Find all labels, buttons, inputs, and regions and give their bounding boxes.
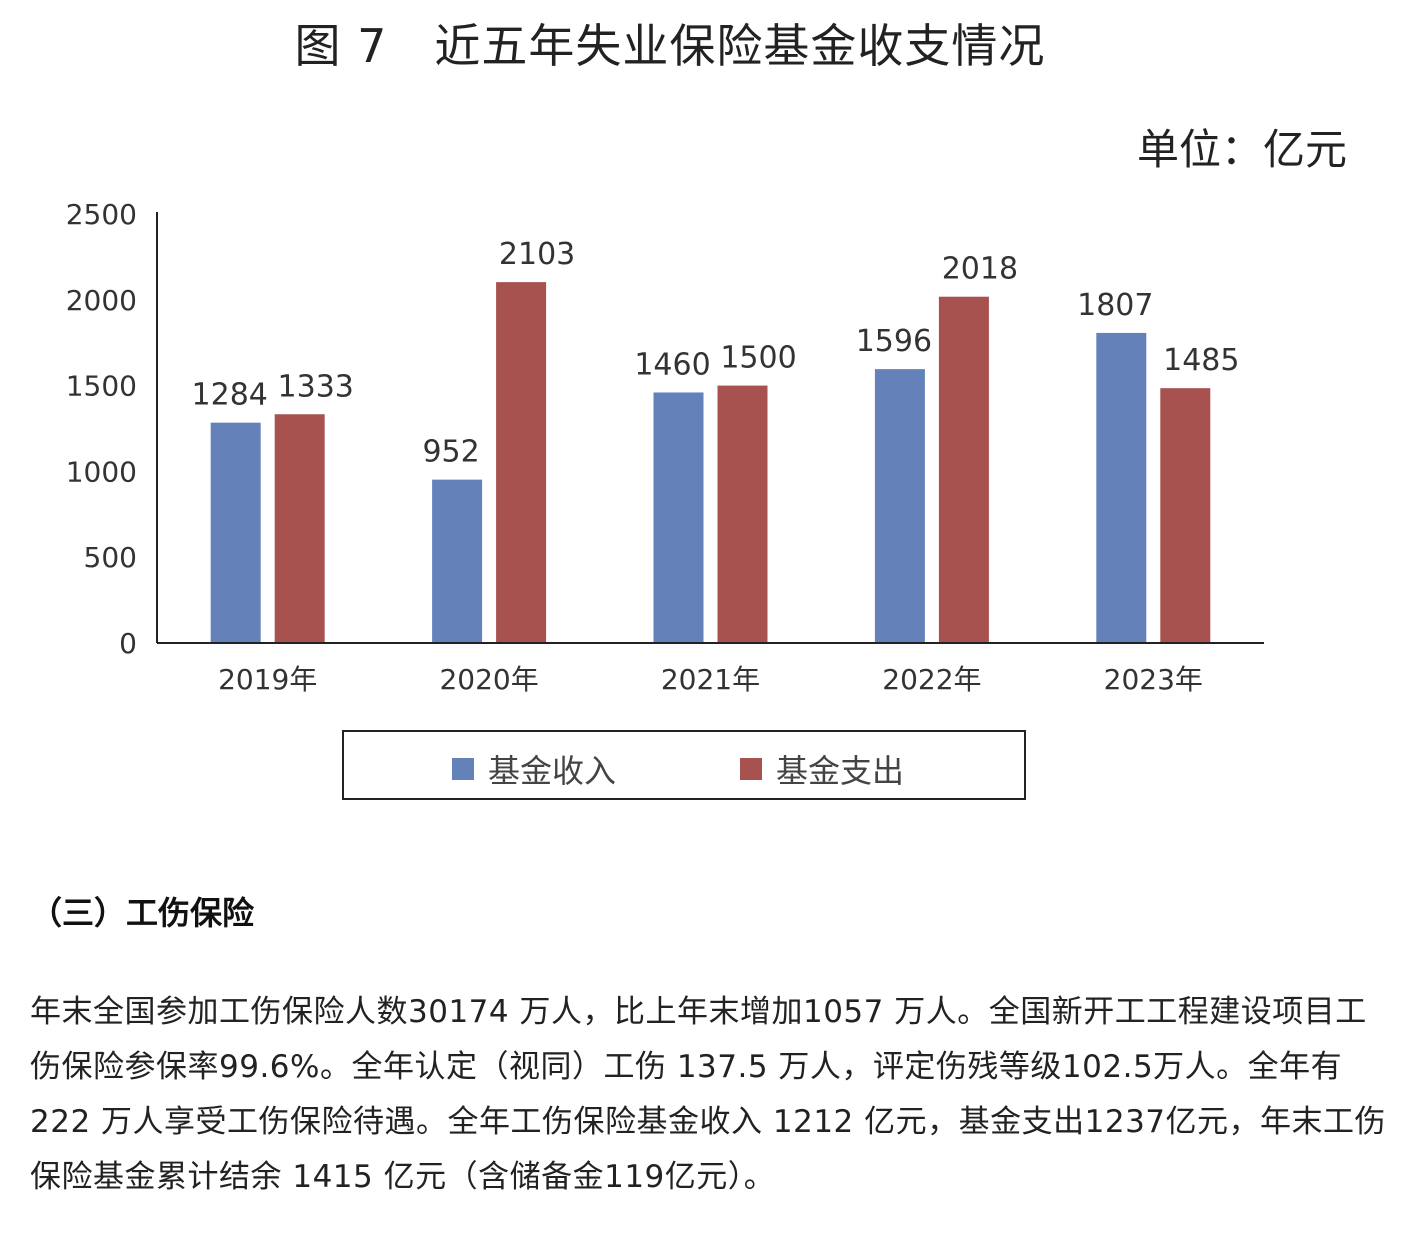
y-tick-label: 500 [84, 541, 137, 574]
bar-income [210, 422, 261, 643]
bar-labels: 1284 1333 952 2103 1460 1500 1596 2018 1807 1485 [192, 237, 1240, 470]
bar-value-label: 1596 [856, 324, 932, 359]
x-tick-label: 2019年 [218, 663, 317, 696]
y-tick-label: 0 [119, 627, 137, 660]
section-heading: （三）工伤保险 [30, 894, 255, 932]
bar-value-label: 1333 [278, 369, 354, 404]
bar-value-label: 1500 [720, 341, 796, 376]
bar-value-label: 1460 [634, 347, 710, 382]
bar-income [653, 392, 704, 643]
legend-swatch-income [452, 758, 474, 780]
section-paragraph: 年末全国参加工伤保险人数30174 万人，比上年末增加1057 万人。全国新开工… [30, 994, 1387, 1195]
legend-label-expense: 基金支出 [776, 752, 905, 790]
y-tick-label: 2000 [66, 284, 137, 317]
bars [210, 282, 1211, 643]
bar-expense [938, 296, 989, 643]
chart-legend: 基金收入 基金支出 [342, 730, 1026, 800]
y-tick-label: 1500 [66, 370, 137, 403]
bar-value-label: 952 [422, 435, 479, 470]
bar-value-label: 2103 [499, 237, 575, 272]
bar-income [432, 479, 483, 643]
bar-income [1096, 332, 1147, 643]
legend-label-income: 基金收入 [488, 752, 617, 790]
bar-expense [274, 414, 325, 643]
unit-label: 单位：亿元 [1136, 125, 1347, 174]
x-tick-label: 2021年 [661, 663, 760, 696]
x-tick-label: 2020年 [439, 663, 538, 696]
bar-value-label: 1284 [192, 378, 268, 413]
bar-value-label: 1485 [1163, 343, 1239, 378]
y-tick-label: 1000 [66, 455, 137, 488]
legend-swatch-expense [740, 758, 762, 780]
legend-item-income: 基金收入 [452, 746, 616, 792]
x-tick-label: 2022年 [882, 663, 981, 696]
bar-income [874, 369, 925, 643]
bar-expense [1160, 388, 1211, 643]
legend-item-expense: 基金支出 [740, 746, 904, 792]
bar-expense [496, 282, 547, 643]
bar-expense [717, 385, 768, 643]
figure-title: 图 7 近五年失业保险基金收支情况 [294, 19, 1046, 73]
bar-value-label: 1807 [1077, 288, 1153, 323]
bar-chart: 0 500 1000 1500 2000 2500 1284 1333 952 2103 1460… [66, 198, 1264, 696]
y-axis-ticks: 0 500 1000 1500 2000 2500 [66, 198, 137, 660]
x-tick-label: 2023年 [1104, 663, 1203, 696]
bar-value-label: 2018 [942, 252, 1018, 287]
y-tick-label: 2500 [66, 198, 137, 231]
x-axis-ticks: 2019年 2020年 2021年 2022年 2023年 [218, 663, 1203, 696]
